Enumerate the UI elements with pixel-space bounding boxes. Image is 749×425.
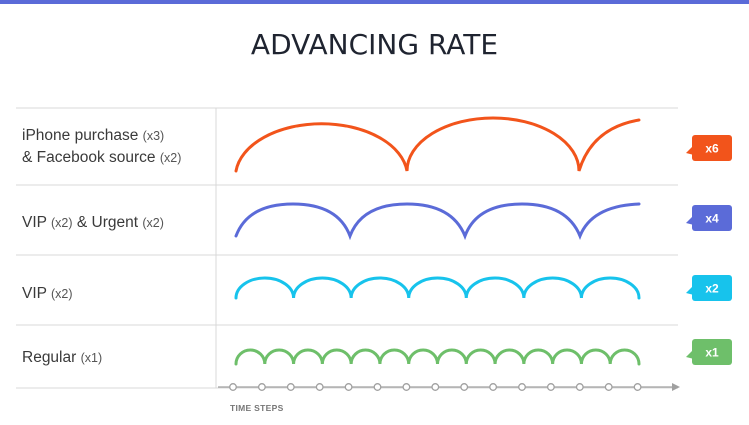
time-step-tick xyxy=(518,383,526,391)
time-step-tick xyxy=(257,383,266,391)
top-accent-bar xyxy=(0,0,749,4)
row4-label: Regular xyxy=(22,349,77,366)
grid-lines xyxy=(16,107,678,389)
row1-label-line1: iPhone purchase xyxy=(22,127,139,144)
badge-x4-box xyxy=(692,205,732,231)
badge-x2-label: x2 xyxy=(705,282,719,296)
row3-mult1: (x2) xyxy=(51,287,73,301)
row-label-iphone-facebook: iPhone purchase (x3) & Facebook source (… xyxy=(22,125,181,169)
badge-x6: x6 xyxy=(686,135,732,161)
badge-x2-pointer xyxy=(686,287,694,295)
badge-x4-pointer xyxy=(686,217,694,225)
badge-x2: x2 xyxy=(686,275,732,301)
time-step-tick xyxy=(344,383,353,391)
badge-x1-pointer xyxy=(686,351,694,359)
row1-mult1: (x3) xyxy=(142,129,165,143)
badge-x1: x1 xyxy=(686,339,732,365)
row2-mult2: (x2) xyxy=(142,216,164,230)
badge-x1-box xyxy=(692,339,732,365)
time-step-tick xyxy=(431,383,440,391)
row-label-vip-urgent: VIP (x2) & Urgent (x2) xyxy=(22,212,164,234)
row3-label: VIP xyxy=(22,285,47,302)
badge-x6-pointer xyxy=(686,147,694,155)
row-label-regular: Regular (x1) xyxy=(22,347,102,369)
time-step-tick xyxy=(286,383,295,391)
time-step-tick xyxy=(546,383,555,391)
time-step-tick xyxy=(633,383,642,391)
time-step-tick xyxy=(229,383,237,391)
time-axis-arrow-icon xyxy=(672,383,680,391)
time-step-tick xyxy=(489,383,498,391)
time-step-tick xyxy=(575,383,584,391)
rate-arcs xyxy=(234,116,641,366)
arc-row-x6 xyxy=(234,116,641,173)
time-steps-label: TIME STEPS xyxy=(230,403,284,413)
rate-badges: x6 x4 x2 x1 xyxy=(686,135,732,365)
time-step-tick xyxy=(373,383,382,391)
row1-label-line2: & Facebook source xyxy=(22,149,156,166)
time-step-tick xyxy=(402,383,411,391)
arc-row-x4 xyxy=(234,202,641,241)
badge-x6-box xyxy=(692,135,732,161)
time-step-tick xyxy=(460,383,469,391)
row2-label-mid: & Urgent xyxy=(76,214,139,231)
badge-x6-label: x6 xyxy=(705,142,719,156)
arc-row-x2 xyxy=(234,276,641,300)
time-axis xyxy=(218,383,680,391)
row4-mult1: (x1) xyxy=(80,351,103,365)
time-step-tick xyxy=(315,383,324,391)
row1-mult2: (x2) xyxy=(159,151,182,165)
row-label-vip: VIP (x2) xyxy=(22,283,73,305)
badge-x4: x4 xyxy=(686,205,732,231)
arc-row-x1 xyxy=(234,348,641,366)
time-step-tick xyxy=(604,383,613,391)
row2-label: VIP xyxy=(22,214,47,231)
badge-x4-label: x4 xyxy=(705,212,719,226)
page-title: ADVANCING RATE xyxy=(250,28,499,61)
badge-x1-label: x1 xyxy=(705,346,719,360)
badge-x2-box xyxy=(692,275,732,301)
row2-mult1: (x2) xyxy=(51,216,73,230)
